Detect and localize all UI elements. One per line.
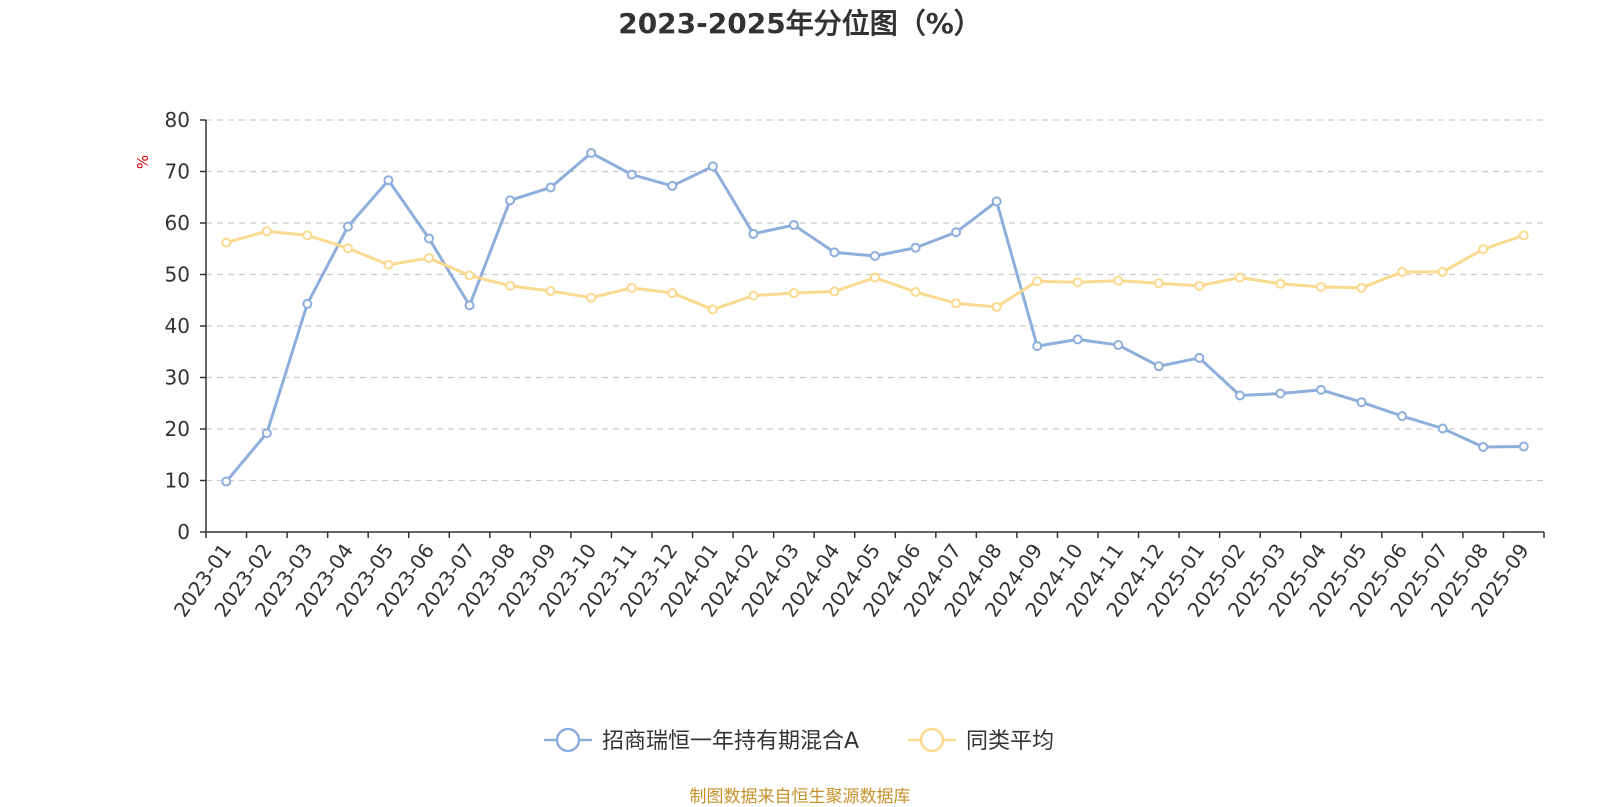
y-tick-label: 10 xyxy=(165,469,190,493)
data-point xyxy=(1397,266,1408,277)
data-point xyxy=(342,243,353,254)
data-point xyxy=(383,259,394,270)
data-point xyxy=(1437,423,1448,434)
data-point xyxy=(1234,390,1245,401)
data-point xyxy=(1356,282,1367,293)
data-point xyxy=(626,169,637,180)
data-point xyxy=(788,220,799,231)
data-point xyxy=(748,290,759,301)
data-point xyxy=(829,247,840,258)
data-point xyxy=(667,180,678,191)
data-point xyxy=(1478,442,1489,453)
data-point xyxy=(1518,230,1529,241)
data-point xyxy=(1032,341,1043,352)
data-point xyxy=(505,195,516,206)
data-point xyxy=(1234,272,1245,283)
data-point xyxy=(464,270,475,281)
data-point xyxy=(342,221,353,232)
data-point xyxy=(829,286,840,297)
series-2 xyxy=(221,226,1529,315)
y-tick-label: 80 xyxy=(165,108,190,132)
y-tick-label: 20 xyxy=(165,417,190,441)
y-tick-label: 60 xyxy=(165,211,190,235)
data-point xyxy=(261,428,272,439)
y-tick-label: 0 xyxy=(177,520,190,544)
chart-title: 2023-2025年分位图（%） xyxy=(618,7,982,40)
grid-lines xyxy=(206,119,1544,482)
data-point xyxy=(991,301,1002,312)
data-point xyxy=(748,228,759,239)
legend-item-1: 招商瑞恒一年持有期混合A xyxy=(544,727,859,754)
data-point xyxy=(1316,281,1326,292)
data-point xyxy=(1316,384,1326,395)
data-point xyxy=(667,288,678,299)
data-point xyxy=(626,282,637,293)
data-point xyxy=(991,196,1002,207)
data-point xyxy=(1153,278,1164,289)
data-point xyxy=(1478,244,1489,255)
data-point xyxy=(464,300,475,311)
data-point xyxy=(1275,388,1286,399)
y-axis-title: % xyxy=(134,155,152,169)
data-point xyxy=(545,285,556,296)
data-point xyxy=(788,288,799,299)
data-point xyxy=(1437,266,1448,277)
data-point xyxy=(910,287,921,298)
data-point xyxy=(951,227,962,238)
data-point xyxy=(707,161,718,172)
data-point xyxy=(1194,280,1205,291)
data-point xyxy=(302,230,313,241)
legend-marker xyxy=(555,727,581,753)
y-tick-label: 70 xyxy=(165,160,190,184)
series-line xyxy=(224,151,1526,484)
data-point xyxy=(707,304,718,315)
data-point xyxy=(1113,275,1124,286)
data-point xyxy=(1518,441,1529,452)
data-point xyxy=(424,253,434,264)
y-tick-label: 50 xyxy=(165,263,190,287)
y-tick-label: 30 xyxy=(165,366,190,390)
data-point xyxy=(1356,397,1367,408)
data-point xyxy=(505,280,516,291)
data-point xyxy=(586,292,597,303)
legend-label: 招商瑞恒一年持有期混合A xyxy=(602,729,859,754)
data-point xyxy=(586,147,597,158)
data-point xyxy=(870,250,880,261)
data-point xyxy=(424,233,434,244)
data-point xyxy=(545,182,556,193)
data-point xyxy=(1072,334,1083,345)
data-point xyxy=(1032,276,1043,287)
legend-item-2: 同类平均 xyxy=(908,727,1054,754)
data-point xyxy=(383,175,394,186)
legend: 招商瑞恒一年持有期混合A 同类平均 xyxy=(544,727,1054,754)
series-line xyxy=(224,229,1526,312)
data-point xyxy=(221,237,232,248)
data-point xyxy=(1153,361,1164,372)
axes: 01020304050607080%2023-012023-022023-032… xyxy=(134,108,1545,621)
data-point xyxy=(221,476,232,487)
series-1 xyxy=(221,147,1529,487)
data-point xyxy=(951,298,962,309)
y-tick-label: 40 xyxy=(165,314,190,338)
data-source-note: 制图数据来自恒生聚源数据库 xyxy=(689,787,911,807)
series-layer xyxy=(221,147,1529,487)
data-point xyxy=(1397,411,1408,422)
data-point xyxy=(1113,340,1124,351)
data-point xyxy=(302,298,313,309)
data-point xyxy=(261,226,272,237)
data-point xyxy=(1072,277,1083,288)
data-point xyxy=(1194,352,1205,363)
legend-label: 同类平均 xyxy=(966,729,1054,754)
data-point xyxy=(1275,278,1286,289)
data-point xyxy=(870,272,880,283)
legend-marker xyxy=(919,727,945,753)
data-point xyxy=(910,242,921,253)
